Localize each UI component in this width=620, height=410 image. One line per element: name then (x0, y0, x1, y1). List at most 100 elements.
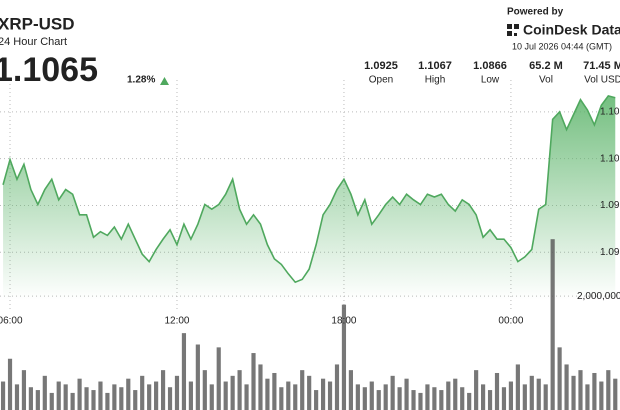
price: 1.1065 (0, 51, 98, 89)
stat-label: Vol USD (584, 75, 620, 86)
price-area (3, 95, 616, 300)
volume-bar (140, 375, 145, 410)
volume-bar (599, 381, 604, 410)
volume-bar (376, 390, 381, 410)
volume-bar (355, 384, 360, 410)
volume-bar (369, 381, 374, 410)
timestamp: 10 Jul 2026 04:44 (GMT) (512, 41, 612, 51)
volume-bar (439, 390, 444, 410)
y2-tick-label: 2,000,000 (577, 291, 620, 302)
x-tick-label: 00:00 (498, 316, 523, 327)
volume-bar (84, 387, 89, 410)
volume-bar (453, 378, 458, 410)
volume-bar (286, 381, 291, 410)
stat-label: High (425, 75, 446, 86)
stat-label: Open (369, 75, 393, 86)
volume-bar (265, 378, 270, 410)
volume-bar (42, 375, 47, 410)
volume-bar (223, 381, 228, 410)
volume-bar (98, 381, 103, 410)
volume-bar (522, 384, 527, 410)
volume-bar (307, 375, 312, 410)
volume-bar (181, 333, 187, 410)
volume-bar (195, 344, 200, 410)
volume-bar (501, 387, 507, 410)
volume-bar (446, 381, 451, 410)
chart-title: XRP-USD (0, 14, 75, 33)
volume-bar (383, 384, 388, 410)
stat-label: Low (481, 75, 500, 86)
volume-bar (529, 375, 534, 410)
volume-bar (515, 364, 520, 410)
volume-bar (390, 375, 395, 410)
volume-bar (508, 381, 514, 410)
volume-bar (251, 353, 256, 410)
volume-bar (571, 375, 576, 410)
up-arrow (160, 77, 169, 85)
stat-value: 1.0866 (473, 60, 507, 72)
volume-bar (300, 370, 305, 410)
volume-bar (474, 370, 479, 410)
volume-bar (28, 387, 33, 410)
volume-bar (564, 364, 569, 410)
volume-bar (209, 384, 214, 410)
volume-bar (550, 239, 555, 410)
volume-bar (543, 384, 548, 410)
volume-bar (362, 387, 367, 410)
volume-bar (348, 370, 353, 410)
stat-value: 1.1067 (418, 60, 452, 72)
stat-value: 71.45 M (583, 60, 620, 72)
volume-bar (460, 387, 465, 410)
x-tick-label: 06:00 (0, 316, 23, 327)
y-tick-label: 1.10 (600, 106, 620, 117)
x-tick-label: 12:00 (164, 316, 189, 327)
volume-bar (56, 381, 61, 410)
volume-bar (557, 347, 562, 410)
volume-bar (334, 364, 340, 410)
volume-bar (14, 384, 20, 410)
volume-bar (279, 387, 284, 410)
volume-bar (481, 384, 486, 410)
volume-bar (418, 392, 423, 410)
volume-bar (133, 390, 138, 410)
volume-bar (585, 384, 590, 410)
volume-bar (126, 378, 131, 410)
subtitle: 24 Hour Chart (0, 36, 67, 48)
volume-bar (425, 384, 430, 410)
volume-bar (49, 392, 54, 410)
volume-bar (202, 370, 207, 410)
volume-bar (0, 381, 6, 410)
volume-bar (314, 390, 319, 410)
volume-bar (244, 384, 249, 410)
y-tick-label: 1.09 (600, 200, 620, 211)
volume-bar (411, 390, 416, 410)
logo (507, 24, 519, 36)
volume-bar (327, 381, 333, 410)
volume-bar (77, 378, 82, 410)
stat-value: 65.2 M (529, 60, 563, 72)
volume-bar (606, 370, 611, 410)
volume-bar (487, 390, 493, 410)
volume-bar (188, 381, 193, 410)
volume-bar (63, 384, 68, 410)
volume-bar (174, 375, 180, 410)
volume-bar (258, 364, 263, 410)
volume-bar (112, 384, 117, 410)
price-line (2, 94, 616, 284)
volume-bar (91, 390, 96, 410)
volume-bar (494, 372, 500, 410)
stat-label: Vol (539, 75, 553, 86)
volume-bar (154, 381, 159, 410)
volume-bar (397, 387, 402, 410)
volume-bar (35, 390, 40, 410)
x-tick-label: 18:00 (331, 316, 356, 327)
volume-bar (237, 370, 242, 410)
volume-bar (613, 378, 618, 410)
y-tick-label: 1.09 (600, 247, 620, 258)
change: 1.28% (127, 75, 155, 86)
stat-value: 1.0925 (364, 60, 398, 72)
volume-bar (272, 372, 277, 410)
volume-bar (160, 370, 166, 410)
volume-bar (578, 370, 583, 410)
